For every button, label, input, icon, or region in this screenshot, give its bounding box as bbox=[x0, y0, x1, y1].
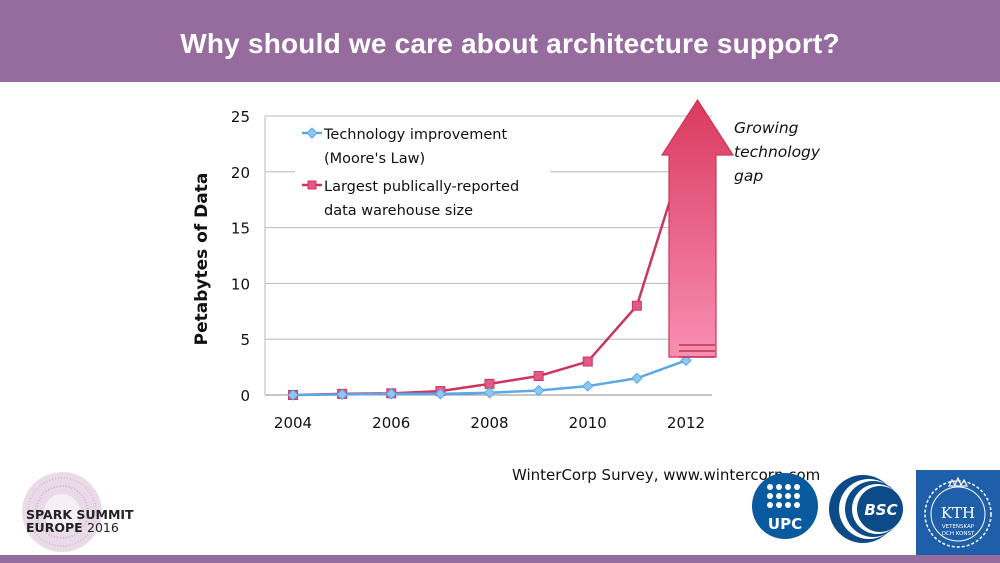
growing-gap-arrow bbox=[660, 98, 735, 358]
point-1-2011 bbox=[631, 300, 642, 311]
legend-box bbox=[295, 120, 550, 224]
legend-marker-0 bbox=[306, 127, 318, 139]
chart-legend: Technology improvement (Moore's Law) Large… bbox=[295, 120, 550, 224]
y-tick-label-25: 25 bbox=[231, 108, 250, 126]
legend-label-0-1: (Moore's Law) bbox=[324, 151, 425, 167]
point-0-2004 bbox=[287, 389, 299, 401]
point-1-2010 bbox=[582, 356, 593, 367]
bsc-logo: BSC bbox=[829, 475, 903, 543]
legend-marker-1 bbox=[307, 180, 317, 190]
annotation-line-3: gap bbox=[734, 167, 763, 185]
kth-logo: KTH VETENSKAP OCH KONST bbox=[916, 470, 1000, 555]
line-chart: 0 5 10 15 20 25 2004 2006 2008 2010 2012 Technolo… bbox=[192, 98, 821, 432]
y-tick-label-0: 0 bbox=[240, 387, 250, 405]
x-tick-label-2012: 2012 bbox=[667, 414, 705, 432]
point-0-2010 bbox=[582, 380, 594, 392]
point-1-2008 bbox=[484, 378, 495, 389]
upc-label: UPC bbox=[768, 515, 802, 533]
y-axis-label: Petabytes of Data bbox=[192, 173, 212, 346]
kth-sub-1: VETENSKAP bbox=[942, 524, 975, 530]
point-0-2006 bbox=[385, 388, 397, 400]
annotation-line-1: Growing bbox=[734, 119, 799, 137]
x-tick-label-2006: 2006 bbox=[372, 414, 410, 432]
title-bar: Why should we care about architecture su… bbox=[0, 0, 1000, 82]
footer-bar bbox=[0, 555, 1000, 563]
y-tick-label-5: 5 bbox=[240, 331, 250, 349]
series-0 bbox=[287, 354, 692, 401]
annotation-line-2: technology bbox=[734, 143, 821, 161]
y-tick-label-20: 20 bbox=[231, 164, 250, 182]
y-axis-ticks: 0 5 10 15 20 25 bbox=[231, 108, 250, 405]
spark-europe: EUROPE bbox=[26, 520, 83, 535]
upc-dots-icon bbox=[767, 484, 800, 508]
point-0-2009 bbox=[532, 384, 545, 397]
x-axis-ticks: 2004 2006 2008 2010 2012 bbox=[274, 414, 705, 432]
x-tick-label-2008: 2008 bbox=[470, 414, 508, 432]
legend-label-0-0: Technology improvement bbox=[323, 127, 507, 143]
bsc-label: BSC bbox=[864, 501, 897, 519]
point-1-2009 bbox=[533, 371, 544, 382]
legend-label-1-0: Largest publically-reported bbox=[324, 179, 519, 195]
crown-icon bbox=[948, 476, 968, 487]
gap-arrow-shape bbox=[660, 98, 735, 358]
spark-line-1: SPARK SUMMIT bbox=[26, 507, 134, 522]
x-tick-label-2004: 2004 bbox=[274, 414, 312, 432]
spark-summit-logo bbox=[22, 472, 102, 552]
point-0-2007 bbox=[434, 388, 447, 400]
spark-year: 2016 bbox=[87, 520, 119, 535]
y-tick-label-10: 10 bbox=[231, 275, 250, 293]
spark-summit-wordmark: SPARK SUMMIT EUROPE 2016 bbox=[26, 508, 134, 534]
x-tick-label-2010: 2010 bbox=[569, 414, 607, 432]
spark-line-2: EUROPE 2016 bbox=[26, 521, 134, 534]
point-0-2011 bbox=[631, 372, 643, 384]
point-0-2008 bbox=[483, 387, 496, 399]
kth-label: KTH bbox=[941, 504, 975, 522]
y-tick-label-15: 15 bbox=[231, 220, 250, 238]
legend-label-1-1: data warehouse size bbox=[324, 203, 473, 219]
slide-title: Why should we care about architecture su… bbox=[180, 28, 840, 59]
point-0-2005 bbox=[336, 388, 348, 401]
kth-sub-2: OCH KONST bbox=[942, 531, 975, 537]
point-0-2012 bbox=[680, 354, 692, 367]
source-citation: WinterCorp Survey, www.wintercorp.com bbox=[512, 466, 821, 484]
upc-logo: UPC bbox=[752, 473, 818, 539]
series-layer bbox=[287, 144, 692, 401]
